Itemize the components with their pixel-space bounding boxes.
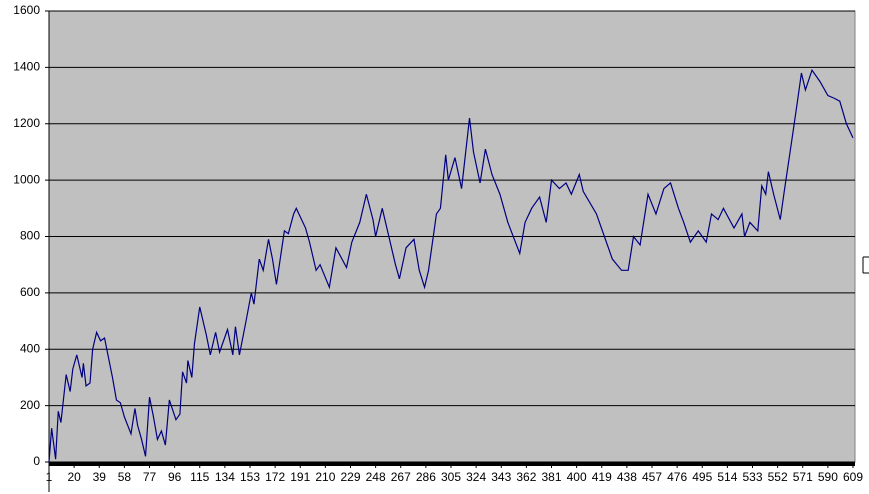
y-tick-label: 1200 — [13, 116, 40, 130]
y-tick-label: 1000 — [13, 172, 40, 186]
y-tick-label: 200 — [20, 398, 40, 412]
x-tick-label: 248 — [366, 470, 386, 484]
x-tick-label: 305 — [441, 470, 461, 484]
x-axis-band — [49, 462, 855, 466]
x-tick-label: 172 — [265, 470, 285, 484]
x-tick-label: 96 — [168, 470, 182, 484]
legend-stub — [862, 256, 869, 274]
x-tick-label: 210 — [315, 470, 335, 484]
x-tick-label: 476 — [667, 470, 687, 484]
x-tick-label: 362 — [516, 470, 536, 484]
x-tick-label: 400 — [567, 470, 587, 484]
x-tick-label: 343 — [491, 470, 511, 484]
y-tick-label: 600 — [20, 285, 40, 299]
x-tick-label: 191 — [290, 470, 310, 484]
x-tick-label: 58 — [118, 470, 132, 484]
data-line — [48, 68, 854, 463]
x-tick-label: 77 — [143, 470, 157, 484]
x-tick-label: 286 — [416, 470, 436, 484]
x-tick-label: 115 — [190, 470, 209, 484]
y-tick-label: 1600 — [13, 3, 40, 17]
y-tick-label: 800 — [20, 229, 40, 243]
x-tick-label: 438 — [617, 470, 637, 484]
x-tick-label: 590 — [818, 470, 838, 484]
x-tick-label: 20 — [67, 470, 81, 484]
x-tick-label: 609 — [843, 470, 863, 484]
x-tick-label: 419 — [592, 470, 612, 484]
y-tick-label: 1400 — [13, 60, 40, 74]
x-tick-label: 571 — [793, 470, 813, 484]
x-tick-label: 1 — [46, 470, 53, 484]
x-tick-label: 514 — [717, 470, 737, 484]
x-tick-label: 153 — [240, 470, 260, 484]
x-tick-label: 533 — [742, 470, 762, 484]
x-tick-label: 39 — [93, 470, 107, 484]
x-tick-label: 324 — [466, 470, 486, 484]
x-tick-label: 229 — [340, 470, 360, 484]
x-tick-label: 457 — [642, 470, 662, 484]
x-tick-label: 381 — [541, 470, 561, 484]
y-tick-label: 400 — [20, 341, 40, 355]
x-tick-label: 134 — [215, 470, 235, 484]
x-tick-label: 552 — [768, 470, 788, 484]
x-tick-label: 267 — [391, 470, 411, 484]
x-tick-label: 495 — [692, 470, 712, 484]
y-tick-label: 0 — [33, 454, 40, 468]
